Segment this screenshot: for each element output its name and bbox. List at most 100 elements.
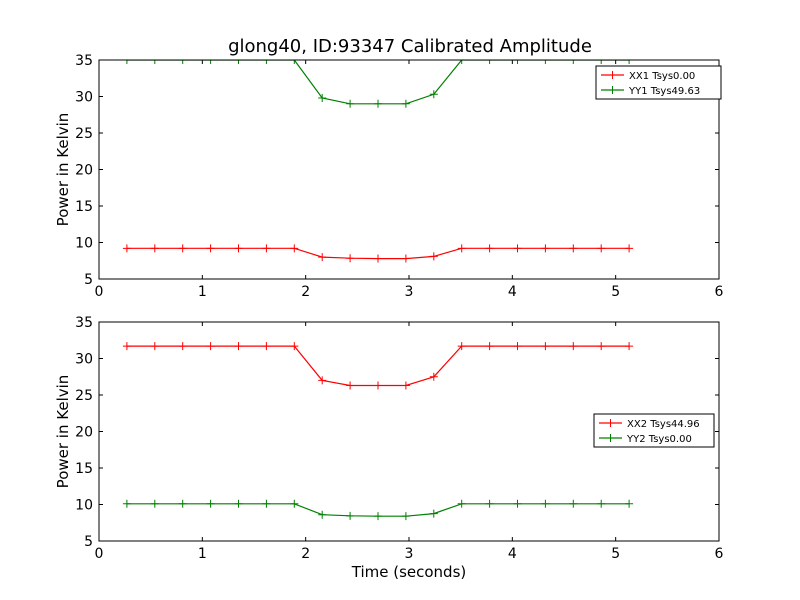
series-line-1 <box>126 345 630 387</box>
x-tick-label: 2 <box>301 284 310 300</box>
legend-marker <box>608 86 617 94</box>
x-tick-label: 1 <box>198 546 207 562</box>
data-point <box>290 60 299 64</box>
data-point <box>401 512 410 521</box>
y-tick-label: 5 <box>84 272 93 288</box>
x-tick-label: 3 <box>405 284 414 300</box>
data-point <box>262 60 271 64</box>
axes-frame <box>98 59 720 280</box>
x-tick-label: 5 <box>611 546 620 562</box>
data-point <box>485 244 494 253</box>
plot-area <box>122 342 634 521</box>
data-point <box>318 93 327 102</box>
x-axis-label: Time (seconds) <box>351 563 467 581</box>
data-point <box>234 60 243 64</box>
data-point <box>206 60 215 64</box>
data-point <box>122 60 131 64</box>
data-point <box>122 342 131 351</box>
data-point <box>374 512 382 521</box>
y-tick-label: 10 <box>75 236 93 252</box>
legend-entry: YY1 Tsys49.63 <box>628 86 700 97</box>
data-point <box>541 60 550 64</box>
data-point <box>625 499 634 508</box>
y-tick-label: 35 <box>75 53 93 69</box>
data-point <box>178 342 187 351</box>
x-tick-label: 0 <box>95 284 104 300</box>
data-point <box>597 499 606 508</box>
data-point <box>318 510 327 519</box>
data-point <box>346 381 355 390</box>
y-axis-label: Power in Kelvin <box>54 375 72 489</box>
y-tick-label: 5 <box>84 534 93 550</box>
y-tick-label: 15 <box>75 199 93 215</box>
data-point <box>178 60 187 64</box>
data-point <box>150 244 159 253</box>
data-point <box>234 244 243 253</box>
data-point <box>597 60 606 64</box>
data-point <box>513 60 522 64</box>
data-point <box>234 342 243 351</box>
x-tick-label: 5 <box>611 284 620 300</box>
figure-title: glong40, ID:93347 Calibrated Amplitude <box>228 36 592 57</box>
data-point <box>401 381 410 390</box>
data-point <box>429 252 438 261</box>
legend-marker <box>608 71 617 79</box>
data-point <box>150 499 159 508</box>
data-point <box>290 499 299 508</box>
legend: XX2 Tsys44.96 YY2 Tsys0.00 <box>593 413 715 448</box>
data-point <box>290 342 299 351</box>
data-point <box>513 499 522 508</box>
data-point <box>597 342 606 351</box>
x-tick-label: 6 <box>715 546 724 562</box>
data-point <box>318 376 327 385</box>
x-tick-label: 4 <box>508 284 517 300</box>
x-tick-label: 3 <box>405 546 414 562</box>
data-point <box>457 244 466 253</box>
data-point <box>485 342 494 351</box>
y-tick-label: 15 <box>75 461 93 477</box>
legend-marker <box>606 434 615 442</box>
x-tick-label: 0 <box>95 546 104 562</box>
data-point <box>485 60 494 64</box>
data-point <box>401 254 410 263</box>
y-tick-label: 30 <box>75 90 93 106</box>
data-point <box>541 244 550 253</box>
x-tick-label: 1 <box>198 284 207 300</box>
x-tick-label: 2 <box>301 546 310 562</box>
x-tick-label: 4 <box>508 546 517 562</box>
y-tick-label: 25 <box>75 126 93 142</box>
data-point <box>262 342 271 351</box>
legend-box <box>593 413 715 448</box>
y-tick-label: 30 <box>75 352 93 368</box>
axes-frame <box>98 321 720 542</box>
plot-area <box>122 60 634 263</box>
y-tick-label: 25 <box>75 388 93 404</box>
legend: XX1 Tsys0.00 YY1 Tsys49.63 <box>595 65 722 100</box>
data-point <box>374 254 382 263</box>
data-point <box>178 499 187 508</box>
data-point <box>457 499 466 508</box>
data-point <box>346 254 355 263</box>
data-point <box>597 244 606 253</box>
y-axis-label: Power in Kelvin <box>54 113 72 227</box>
data-point <box>429 90 438 99</box>
data-point <box>206 499 215 508</box>
legend-entry: XX1 Tsys0.00 <box>629 71 695 82</box>
data-point <box>457 342 466 351</box>
data-point <box>262 244 271 253</box>
data-point <box>625 60 634 64</box>
data-point <box>485 499 494 508</box>
data-point <box>346 99 355 108</box>
series-line-2 <box>126 60 630 105</box>
data-point <box>374 99 382 108</box>
data-point <box>569 342 578 351</box>
data-point <box>429 509 438 518</box>
y-tick-label: 20 <box>75 425 93 441</box>
data-point <box>122 244 131 253</box>
data-point <box>429 372 438 381</box>
data-point <box>513 342 522 351</box>
y-tick-label: 20 <box>75 163 93 179</box>
data-point <box>290 244 299 253</box>
legend-entry: YY2 Tsys0.00 <box>626 434 692 445</box>
